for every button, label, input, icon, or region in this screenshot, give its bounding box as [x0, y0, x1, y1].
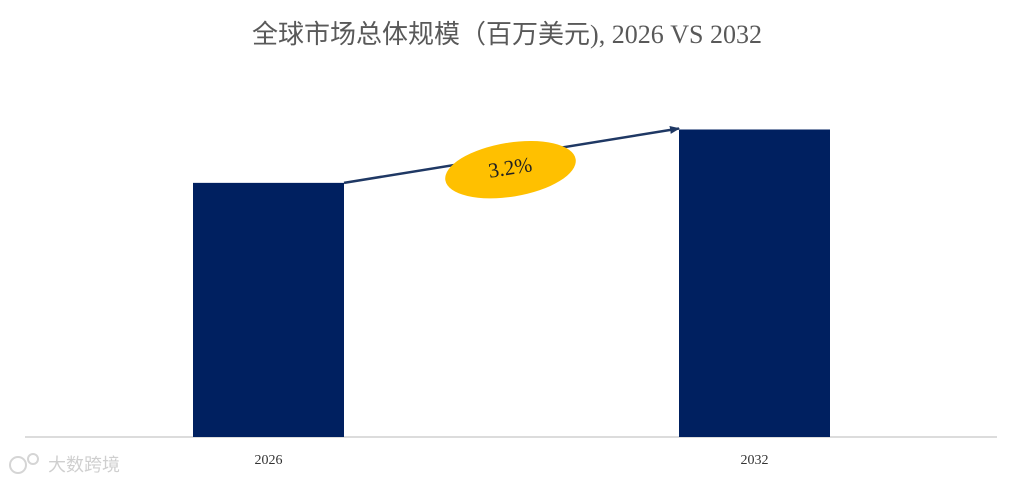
watermark-text: 大数跨境: [48, 455, 120, 476]
annotation: 3.2%: [445, 141, 576, 199]
x-tick-label: 2032: [741, 453, 769, 468]
bar: [679, 129, 830, 437]
x-tick-label: 2026: [255, 453, 283, 468]
annotation-ellipse: [445, 141, 576, 199]
watermark: 大数跨境: [9, 453, 120, 476]
bar: [193, 182, 344, 437]
chart-title: 全球市场总体规模（百万美元), 2026 VS 2032: [252, 20, 762, 49]
